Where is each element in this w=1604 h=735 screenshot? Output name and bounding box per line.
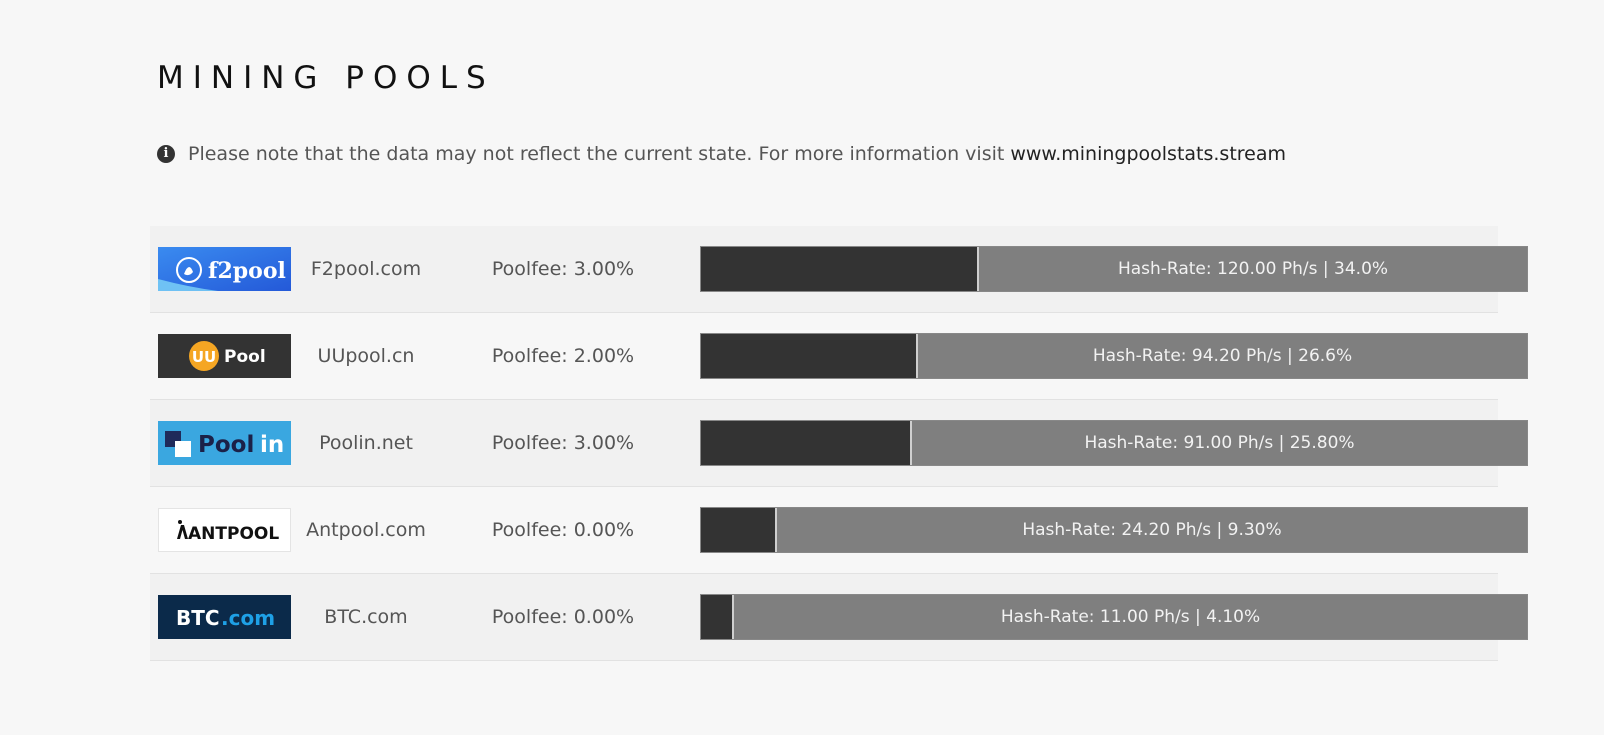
hashrate-bar-fill	[701, 508, 777, 552]
pool-domain: Poolin.net	[319, 432, 413, 454]
poolin-logo-graphic: Pool in	[158, 421, 291, 465]
f2pool-logo-text: f2pool	[208, 258, 286, 284]
f2pool-logo[interactable]: f2pool	[158, 247, 291, 291]
pool-domain: BTC.com	[324, 606, 408, 628]
hashrate-label: Hash-Rate: 11.00 Ph/s | 4.10%	[1000, 607, 1261, 627]
antpool-logo-graphic: ANTPOOL	[159, 509, 290, 551]
poolin-logo-text: Pool	[198, 432, 254, 458]
poolin-logo-suffix: in	[260, 432, 284, 458]
hashrate-bar-fill	[701, 247, 979, 291]
uupool-logo-text: Pool	[224, 347, 266, 367]
antpool-logo[interactable]: ANTPOOL	[158, 508, 291, 552]
pool-domain: UUpool.cn	[317, 345, 415, 367]
uupool-logo[interactable]: UU Pool	[158, 334, 291, 378]
btc-com-logo-graphic: BTC .com	[158, 595, 291, 639]
f2pool-logo-graphic: f2pool	[158, 247, 291, 291]
hashrate-label: Hash-Rate: 120.00 Ph/s | 34.0%	[1117, 259, 1389, 279]
pool-domain: Antpool.com	[306, 519, 426, 541]
pool-row: f2pool F2pool.com Poolfee: 3.00% Hash-Ra…	[150, 226, 1528, 313]
notice-text: Please note that the data may not reflec…	[188, 143, 1005, 165]
pool-fee: Poolfee: 3.00%	[491, 432, 635, 454]
uupool-logo-mark: UU	[192, 348, 216, 366]
hashrate-label: Hash-Rate: 94.20 Ph/s | 26.6%	[1092, 346, 1353, 366]
pool-row: UU Pool UUpool.cn Poolfee: 2.00% Hash-Ra…	[150, 313, 1528, 400]
pool-fee: Poolfee: 2.00%	[491, 345, 635, 367]
hashrate-bar: Hash-Rate: 120.00 Ph/s | 34.0%	[700, 246, 1528, 292]
pool-list: f2pool F2pool.com Poolfee: 3.00% Hash-Ra…	[150, 226, 1528, 661]
pool-fee: Poolfee: 0.00%	[491, 519, 635, 541]
pool-row: BTC .com BTC.com Poolfee: 0.00% Hash-Rat…	[150, 574, 1528, 661]
hashrate-label: Hash-Rate: 91.00 Ph/s | 25.80%	[1084, 433, 1355, 453]
uupool-logo-graphic: UU Pool	[158, 334, 291, 378]
pool-fee: Poolfee: 0.00%	[491, 606, 635, 628]
poolin-logo[interactable]: Pool in	[158, 421, 291, 465]
pool-row: ANTPOOL Antpool.com Poolfee: 0.00% Hash-…	[150, 487, 1528, 574]
hashrate-bar: Hash-Rate: 24.20 Ph/s | 9.30%	[700, 507, 1528, 553]
antpool-logo-text: ANTPOOL	[188, 524, 279, 544]
hashrate-bar: Hash-Rate: 91.00 Ph/s | 25.80%	[700, 420, 1528, 466]
hashrate-bar: Hash-Rate: 11.00 Ph/s | 4.10%	[700, 594, 1528, 640]
pool-domain: F2pool.com	[310, 258, 422, 280]
hashrate-label: Hash-Rate: 24.20 Ph/s | 9.30%	[1022, 520, 1282, 540]
pool-row: Pool in Poolin.net Poolfee: 3.00% Hash-R…	[150, 400, 1528, 487]
btc-com-logo[interactable]: BTC .com	[158, 595, 291, 639]
hashrate-bar-fill	[701, 334, 918, 378]
miningpoolstats-link[interactable]: www.miningpoolstats.stream	[1010, 143, 1287, 165]
hashrate-bar-fill	[701, 595, 734, 639]
page-title: MINING POOLS	[157, 60, 495, 96]
data-notice: i Please note that the data may not refl…	[157, 143, 1286, 165]
pool-fee: Poolfee: 3.00%	[491, 258, 635, 280]
btc-logo-text: BTC	[176, 606, 220, 630]
hashrate-bar: Hash-Rate: 94.20 Ph/s | 26.6%	[700, 333, 1528, 379]
info-icon: i	[157, 145, 175, 163]
hashrate-bar-fill	[701, 421, 912, 465]
btc-logo-suffix: .com	[221, 606, 275, 630]
